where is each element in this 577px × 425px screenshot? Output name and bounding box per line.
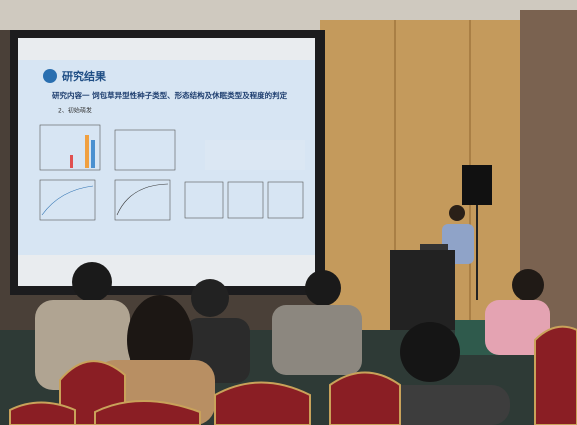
head [305, 270, 341, 306]
plot-bar [70, 155, 73, 168]
slide-subheading: 2、初始萌发 [58, 107, 92, 115]
head [191, 279, 229, 317]
slide-heading: 研究内容一 饲包草异型性种子类型、形态结构及休眠类型及程度的判定 [52, 90, 288, 100]
chair [534, 325, 577, 425]
laptop [420, 244, 448, 250]
slide-plots [39, 124, 304, 221]
person [272, 305, 362, 375]
slide-section: 研究结果 [62, 69, 106, 83]
plot-curve [41, 185, 94, 216]
head [512, 269, 544, 301]
plot-frame [227, 181, 264, 219]
chair [94, 400, 201, 425]
plot-bar [85, 135, 89, 168]
plot-frame [39, 179, 96, 221]
plot-bar [91, 140, 95, 168]
chairs [9, 325, 577, 425]
chair [329, 371, 401, 425]
slide-text-block [205, 140, 305, 170]
person [485, 300, 550, 355]
plot-frame [267, 181, 304, 219]
head [400, 322, 460, 382]
plot-frame [114, 129, 176, 171]
speaker-box [462, 165, 492, 205]
section-icon [43, 69, 57, 83]
head [72, 262, 112, 302]
presenter-head [449, 205, 465, 221]
plot-frame [184, 181, 224, 219]
plot-frame [114, 179, 171, 221]
plot-frame [39, 124, 101, 171]
chair [9, 401, 76, 425]
plot-curve [116, 183, 169, 216]
chair [214, 381, 311, 425]
person [380, 385, 510, 425]
